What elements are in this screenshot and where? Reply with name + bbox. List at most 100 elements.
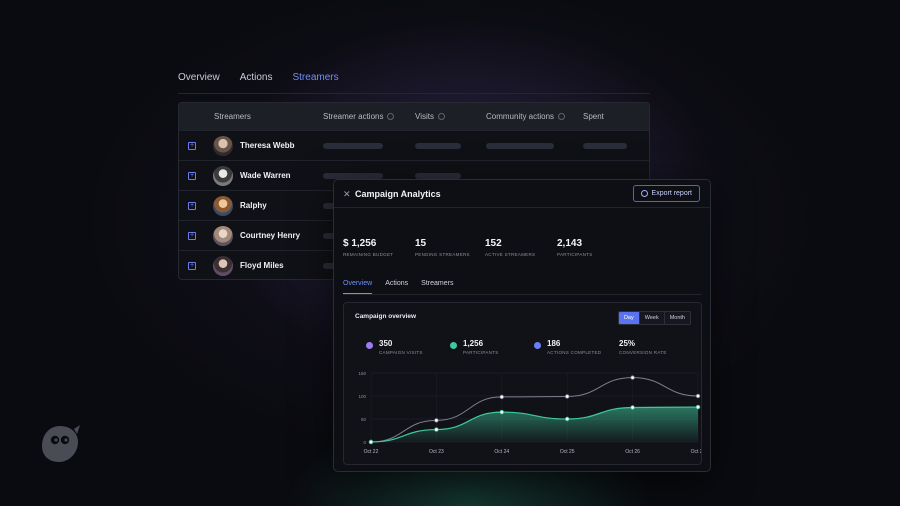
stat-label: PARTICIPANTS: [557, 252, 593, 257]
panel-tab-overview[interactable]: Overview: [343, 280, 373, 294]
summary-stats: $ 1,256 REMAINING BUDGET 15 PENDING STRE…: [343, 238, 627, 257]
streamer-name: Wade Warren: [240, 171, 291, 180]
table-header: Streamers Streamer actions Visits Commun…: [179, 103, 649, 130]
kpi-value: 25%: [619, 339, 636, 348]
stat-pending-streamers: 15 PENDING STREAMERS: [415, 238, 485, 257]
info-icon: [558, 113, 566, 120]
column-header-label: Streamer actions: [323, 112, 384, 121]
column-header-label: Community actions: [486, 112, 555, 121]
stat-label: PENDING STREAMERS: [415, 252, 470, 257]
column-header-label: Streamers: [214, 112, 251, 121]
spent-placeholder: [583, 143, 627, 149]
stat-value: $ 1,256: [343, 238, 377, 249]
tab-overview[interactable]: Overview: [178, 72, 220, 83]
data-point: [564, 416, 570, 422]
data-point: [564, 394, 570, 399]
top-tabs: Overview Actions Streamers: [178, 72, 650, 94]
visits-placeholder: [415, 173, 461, 179]
panel-tabs-divider: [343, 294, 702, 295]
avatar: [213, 166, 233, 186]
panel-tabs: Overview Actions Streamers: [343, 280, 453, 294]
data-point: [368, 439, 374, 445]
campaign-analytics-panel: ✕ Campaign Analytics Export report $ 1,2…: [333, 179, 711, 472]
data-point: [499, 409, 504, 415]
column-header-label: Visits: [415, 112, 434, 121]
y-tick-label: 150: [358, 371, 366, 376]
avatar: [213, 226, 233, 246]
info-icon: [437, 113, 445, 120]
y-tick-label: 0: [363, 440, 366, 445]
column-header-streamer-actions[interactable]: Streamer actions: [323, 112, 395, 121]
streamer-name: Floyd Miles: [240, 261, 284, 270]
kpi-value: 186: [547, 339, 561, 348]
data-point: [499, 394, 504, 400]
range-day-button[interactable]: Day: [618, 312, 639, 324]
community-actions-placeholder: [486, 143, 554, 149]
column-header-community-actions[interactable]: Community actions: [486, 112, 566, 121]
purple-dot-icon: [366, 342, 373, 349]
avatar: [213, 196, 233, 216]
data-point: [434, 427, 439, 432]
campaign-overview-card: Campaign overview Day Week Month 350 CAM…: [343, 302, 702, 465]
export-report-label: Export report: [651, 190, 692, 197]
close-icon[interactable]: ✕: [343, 189, 351, 199]
blue-dot-icon: [534, 342, 541, 349]
streamer-name: Theresa Webb: [240, 141, 295, 150]
kpi-conversion-rate: 25% CONVERSION RATE: [619, 339, 667, 355]
expand-icon[interactable]: +: [188, 262, 196, 270]
tabs-divider: [178, 93, 650, 94]
participants-area: [371, 407, 698, 442]
data-point: [630, 405, 635, 410]
stat-value: 15: [415, 238, 427, 249]
x-tick-label: Oct 27: [691, 449, 702, 455]
panel-header: ✕ Campaign Analytics Export report: [334, 180, 710, 208]
panel-tab-actions[interactable]: Actions: [385, 280, 409, 287]
panel-title: Campaign Analytics: [355, 189, 441, 199]
x-tick-label: Oct 23: [429, 449, 444, 455]
export-report-button[interactable]: Export report: [632, 185, 700, 202]
participants-line: [370, 406, 699, 443]
column-header-visits[interactable]: Visits: [415, 112, 445, 121]
export-icon: [640, 190, 648, 197]
x-tick-label: Oct 26: [625, 449, 640, 455]
tab-actions[interactable]: Actions: [239, 72, 273, 83]
range-month-button[interactable]: Month: [663, 312, 690, 324]
kpi-label: ACTIONS COMPLETED: [547, 350, 602, 355]
kpi-value: 350: [379, 339, 393, 348]
kpi-label: CAMPAIGN VISITS: [379, 350, 423, 355]
table-row[interactable]: + Wade Warren: [179, 160, 649, 190]
info-icon: [387, 113, 395, 120]
time-range-selector: Day Week Month: [617, 311, 691, 325]
data-point: [630, 375, 635, 380]
expand-icon[interactable]: +: [188, 202, 196, 210]
expand-icon[interactable]: +: [188, 232, 196, 240]
stat-label: REMAINING BUDGET: [343, 252, 394, 257]
avatar: [213, 136, 233, 156]
column-header-spent[interactable]: Spent: [583, 112, 604, 121]
panel-tab-streamers[interactable]: Streamers: [421, 280, 454, 287]
kpi-label: CONVERSION RATE: [619, 350, 667, 355]
data-point: [434, 418, 439, 423]
green-dot-icon: [450, 342, 457, 349]
x-tick-label: Oct 25: [560, 449, 575, 455]
stat-participants: 2,143 PARTICIPANTS: [557, 238, 627, 257]
data-point: [695, 404, 701, 410]
expand-icon[interactable]: +: [188, 172, 196, 180]
y-tick-label: 50: [361, 417, 367, 422]
tab-streamers[interactable]: Streamers: [292, 72, 339, 94]
streamer-actions-placeholder: [323, 173, 383, 179]
expand-icon[interactable]: +: [188, 142, 196, 150]
column-header-streamers[interactable]: Streamers: [214, 112, 251, 121]
kpi-actions-completed: 186 ACTIONS COMPLETED: [534, 339, 601, 355]
table-row[interactable]: + Theresa Webb: [179, 130, 649, 160]
stat-value: 152: [485, 238, 502, 249]
streamer-actions-placeholder: [323, 143, 383, 149]
y-tick-label: 100: [358, 394, 366, 399]
owl-logo-icon: [42, 425, 80, 462]
streamer-name: Ralphy: [240, 201, 267, 210]
x-tick-label: Oct 24: [494, 449, 509, 455]
range-week-button[interactable]: Week: [638, 312, 664, 324]
stat-remaining-budget: $ 1,256 REMAINING BUDGET: [343, 238, 415, 257]
visits-line: [370, 377, 699, 443]
kpi-value: 1,256: [463, 339, 484, 348]
